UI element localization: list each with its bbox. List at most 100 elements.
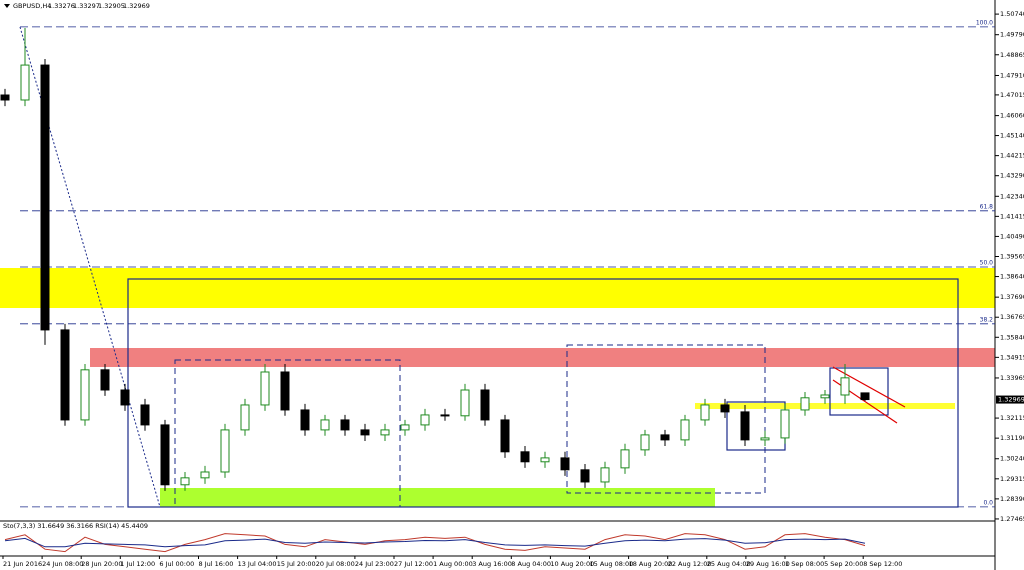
x-tick-label: 21 Jun 2016 xyxy=(3,560,42,568)
candle-body xyxy=(600,467,610,483)
y-tick-label: 1.47015 xyxy=(1000,91,1024,99)
candle-body xyxy=(820,394,830,399)
y-tick-label: 1.40490 xyxy=(1000,232,1024,240)
candle-body xyxy=(480,389,490,421)
candle-body xyxy=(380,429,390,436)
y-tick-label: 1.27465 xyxy=(1000,515,1024,523)
candle-body xyxy=(120,389,130,406)
fib-label: 38.2 xyxy=(980,316,994,323)
candle-body xyxy=(420,414,430,426)
demand-zone xyxy=(160,488,715,507)
candle-body xyxy=(740,411,750,441)
candle-body xyxy=(320,419,330,431)
candle-body xyxy=(200,471,210,479)
candle-body xyxy=(500,419,510,453)
candle-body xyxy=(520,451,530,463)
x-tick-label: 15 Aug 08:00 xyxy=(590,560,634,568)
support-line-zone xyxy=(695,403,955,409)
candle-body xyxy=(660,434,670,441)
candle-body xyxy=(460,389,470,417)
y-tick-label: 1.29315 xyxy=(1000,475,1024,483)
candle-body xyxy=(0,94,10,101)
y-tick-label: 1.46060 xyxy=(1000,112,1024,120)
candle-body xyxy=(800,397,810,411)
y-tick-label: 1.34915 xyxy=(1000,353,1024,361)
candle-body xyxy=(260,371,270,406)
current-price-box xyxy=(996,395,1024,404)
x-tick-label: 8 Jul 16:00 xyxy=(199,560,234,568)
y-tick-label: 1.49790 xyxy=(1000,31,1024,39)
resistance-zone xyxy=(0,268,995,308)
x-tick-label: 1 Aug 00:00 xyxy=(433,560,473,568)
x-tick-label: 27 Jul 12:00 xyxy=(394,560,433,568)
fib-label: 0.0 xyxy=(983,499,993,506)
candle-body xyxy=(360,429,370,436)
candle-body xyxy=(700,404,710,421)
flag-box xyxy=(829,367,889,416)
x-tick-label: 29 Aug 16:00 xyxy=(746,560,790,568)
header-open: 1.33276 xyxy=(48,2,75,10)
candle-body xyxy=(760,437,770,441)
candle-body xyxy=(680,419,690,441)
candle-body xyxy=(640,434,650,451)
x-tick-label: 13 Jul 04:00 xyxy=(238,560,277,568)
y-tick-label: 1.35840 xyxy=(1000,333,1024,341)
indicator-label: Sto(7,3,3) 31.6649 36.3166 RSI(14) 45.44… xyxy=(3,522,148,530)
y-tick-label: 1.36765 xyxy=(1000,313,1024,321)
y-tick-label: 1.47910 xyxy=(1000,71,1024,79)
candle-body xyxy=(580,469,590,483)
x-tick-label: 6 Jul 00:00 xyxy=(159,560,194,568)
y-tick-label: 1.48865 xyxy=(1000,51,1024,59)
candle-body xyxy=(400,424,410,431)
y-tick-label: 1.38640 xyxy=(1000,273,1024,281)
y-tick-label: 1.28390 xyxy=(1000,495,1024,503)
candle-body xyxy=(140,404,150,426)
header-high: 1.33297 xyxy=(73,2,100,10)
y-tick-label: 1.45140 xyxy=(1000,132,1024,140)
candle-body xyxy=(440,414,450,417)
candle-body xyxy=(840,377,850,396)
candle-body xyxy=(240,404,250,431)
indicator-line xyxy=(4,533,866,553)
candle-body xyxy=(40,64,50,331)
y-tick-label: 1.33965 xyxy=(1000,374,1024,382)
x-tick-label: 18 Aug 20:00 xyxy=(629,560,673,568)
candle-body xyxy=(80,369,90,421)
fib-label: 50.0 xyxy=(980,260,994,267)
y-tick-label: 1.50740 xyxy=(1000,10,1024,18)
supply-zone xyxy=(90,348,995,367)
x-tick-label: 8 Sep 12:00 xyxy=(863,560,902,568)
x-tick-label: 25 Aug 04:00 xyxy=(707,560,751,568)
x-tick-label: 15 Jul 20:00 xyxy=(277,560,316,568)
dashed-box xyxy=(566,344,766,494)
menu-arrow[interactable] xyxy=(4,4,10,8)
x-tick-label: 28 Jun 20:00 xyxy=(81,560,122,568)
fib-trend-line xyxy=(19,26,161,508)
candle-body xyxy=(220,429,230,473)
y-tick-label: 1.31190 xyxy=(1000,434,1024,442)
x-tick-label: 24 Jul 23:00 xyxy=(355,560,394,568)
y-tick-label: 1.43290 xyxy=(1000,172,1024,180)
candle-body xyxy=(620,449,630,469)
candle-body xyxy=(560,457,570,471)
header-close: 1.32969 xyxy=(123,2,150,10)
candle-body xyxy=(340,419,350,431)
x-tick-label: 5 Sep 20:00 xyxy=(824,560,863,568)
candle-body xyxy=(280,371,290,411)
chart-title: GBPUSD,H4 xyxy=(13,2,51,10)
candle-body xyxy=(20,64,30,101)
y-tick-label: 1.37690 xyxy=(1000,293,1024,301)
y-tick-label: 1.41415 xyxy=(1000,212,1024,220)
x-tick-label: 20 Jul 08:00 xyxy=(316,560,355,568)
fib-label: 100.0 xyxy=(976,19,993,26)
candle-body xyxy=(540,457,550,463)
y-tick-label: 1.30240 xyxy=(1000,455,1024,463)
candle-body xyxy=(160,424,170,486)
y-tick-label: 1.42340 xyxy=(1000,192,1024,200)
y-tick-label: 1.44215 xyxy=(1000,152,1024,160)
candle-body xyxy=(180,477,190,486)
candle-body xyxy=(860,392,870,401)
candle-body xyxy=(780,409,790,439)
x-tick-label: 22 Aug 12:00 xyxy=(668,560,712,568)
